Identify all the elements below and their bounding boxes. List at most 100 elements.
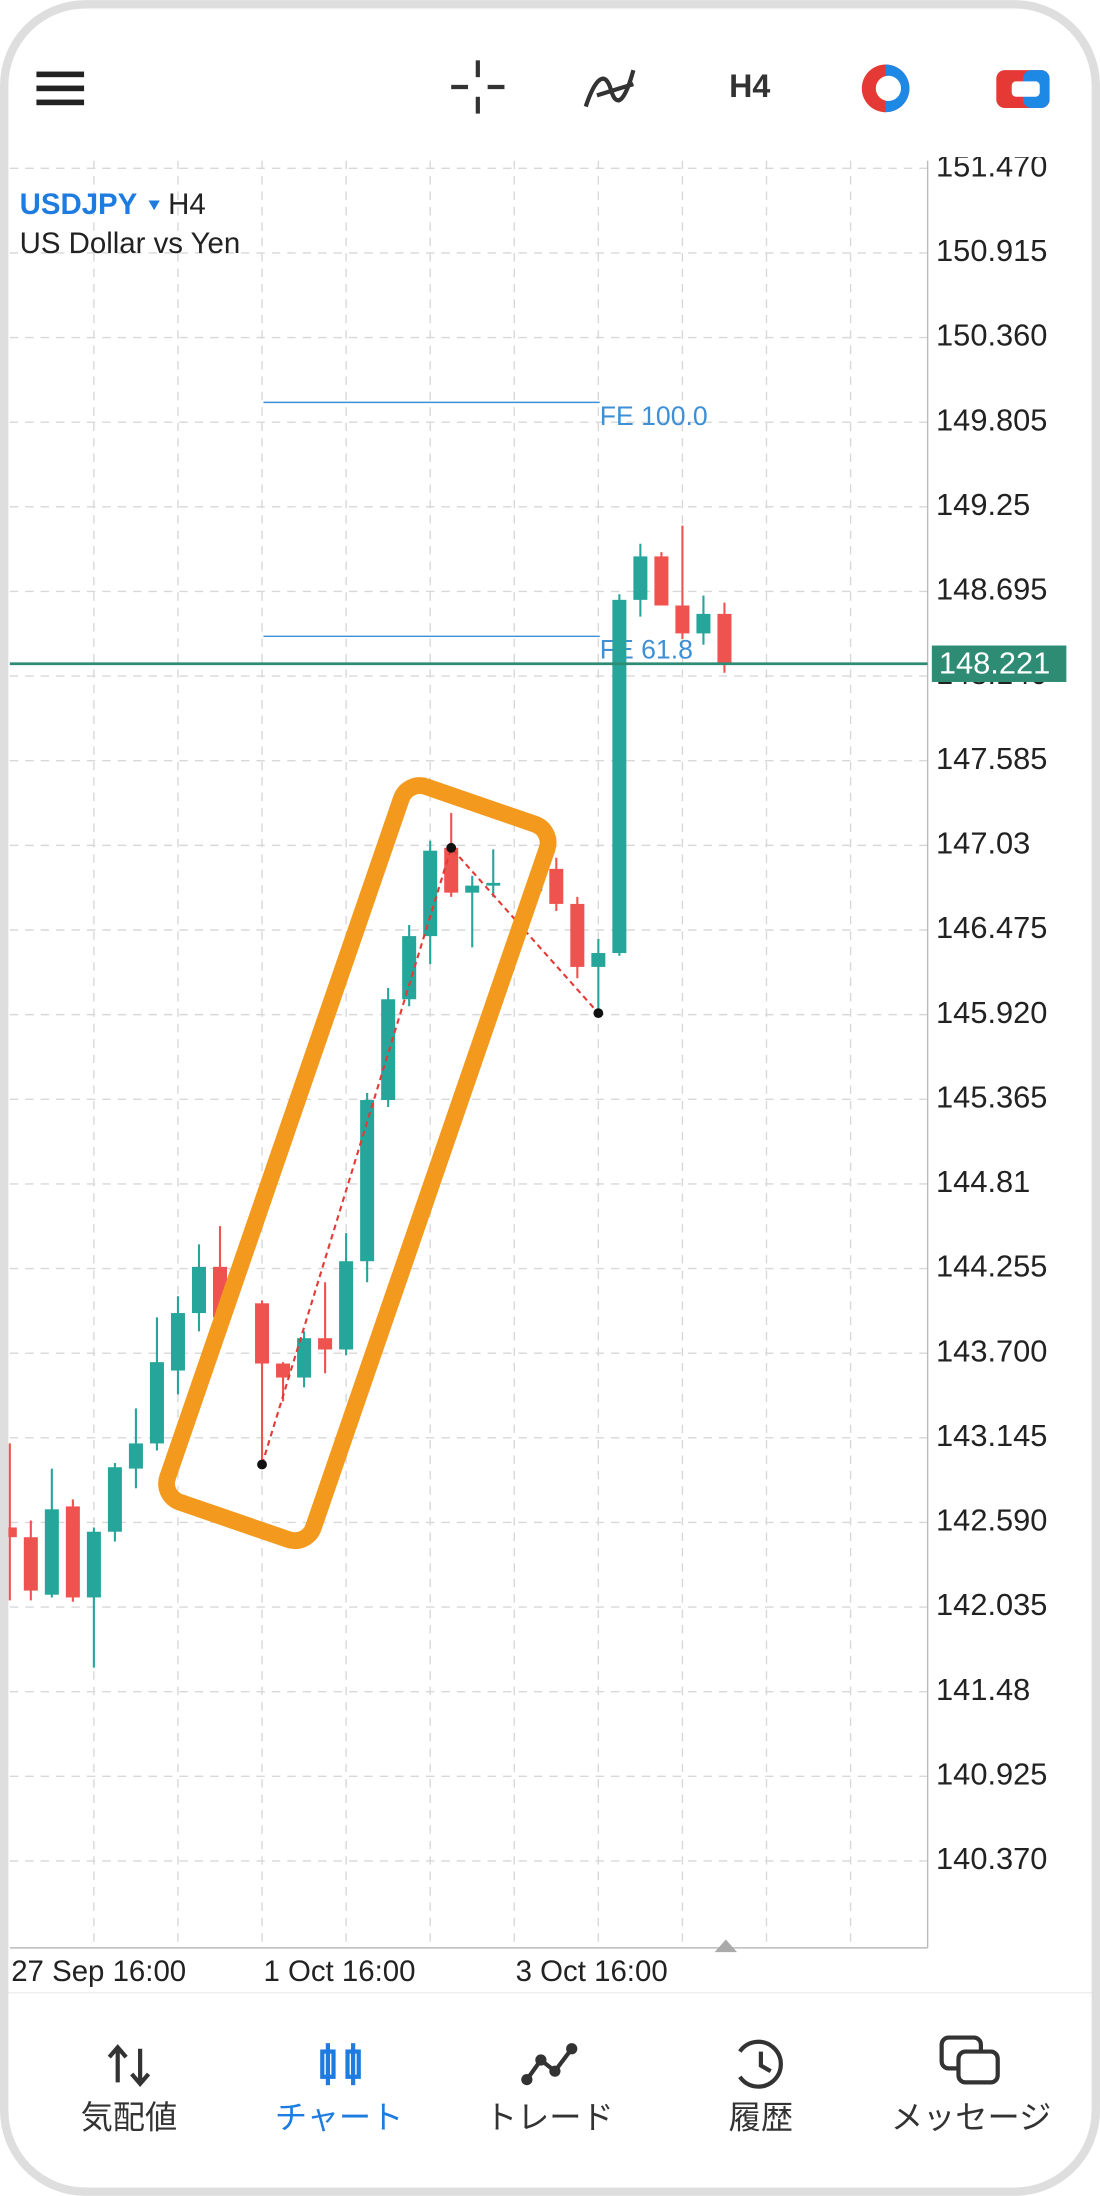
x-tick-label: 27 Sep 16:00 (11, 1955, 186, 1988)
y-tick-label: 142.035 (936, 1587, 1047, 1622)
tab-icon (956, 2049, 1000, 2085)
menu-bar (36, 99, 85, 106)
candle-body (633, 556, 648, 600)
icon-part (1011, 81, 1040, 97)
y-tick-label: 144.81 (936, 1164, 1030, 1199)
candle-body (191, 1266, 206, 1314)
candle-body (381, 999, 396, 1101)
x-tick-label: 1 Oct 16:00 (263, 1955, 415, 1988)
bottom-nav (5, 1992, 1095, 2189)
y-tick-label: 149.25 (936, 487, 1030, 522)
candle-body (107, 1467, 122, 1532)
candle-body (65, 1506, 80, 1598)
tab-trade[interactable]: トレード (485, 2043, 614, 2136)
tab-label: チャート (275, 2100, 404, 2136)
y-tick-label: 149.805 (936, 402, 1047, 437)
candle-body (44, 1509, 59, 1595)
candle-body (717, 613, 732, 664)
y-tick-label: 141.48 (936, 1672, 1030, 1707)
candle-body (276, 1363, 291, 1378)
candle-body (465, 885, 480, 893)
symbol[interactable]: USDJPY (20, 188, 138, 221)
current-price-label: 148.221 (939, 645, 1050, 680)
highlight-frame (158, 777, 557, 1550)
candle-body (128, 1443, 143, 1469)
candle-body (696, 613, 711, 634)
fib-label: FE 100.0 (600, 401, 708, 431)
candle-body (255, 1303, 270, 1364)
timeframe-button[interactable]: H4 (729, 68, 770, 104)
symbol-description: US Dollar vs Yen (20, 227, 241, 260)
candle-body (297, 1338, 312, 1378)
y-tick-label: 144.255 (936, 1249, 1047, 1284)
chart-area: 140.370 140.925 141.48 142.035 142.590 143.14… (2, 148, 1067, 1988)
y-tick-label: 147.585 (936, 741, 1047, 776)
tab-label: 履歴 (729, 2100, 793, 2136)
candle-body (23, 1537, 38, 1591)
toolbar (5, 5, 1095, 158)
tab-history[interactable]: 履歴 (729, 2039, 793, 2136)
icon-part (875, 75, 902, 101)
y-tick-label: 142.590 (936, 1503, 1047, 1538)
candle-body (654, 556, 669, 606)
account-button[interactable] (996, 70, 1050, 108)
y-tick-label: 148.695 (936, 572, 1047, 607)
tab-messages[interactable]: メッセージ (891, 2035, 1051, 2136)
candle-body (86, 1531, 101, 1598)
menu-bar (36, 85, 85, 92)
tab-icon (521, 2073, 533, 2086)
candle-body (423, 850, 438, 937)
candle-body (675, 605, 690, 634)
candle-body (549, 868, 564, 904)
y-tick-label: 143.145 (936, 1418, 1047, 1453)
tab-label: トレード (485, 2100, 614, 2136)
tab-chart[interactable]: チャート (275, 2043, 404, 2136)
symbol-dropdown[interactable] (148, 200, 160, 211)
y-tick-label: 147.03 (936, 826, 1030, 861)
candle-body (486, 882, 501, 886)
tab-label: メッセージ (891, 2100, 1051, 2136)
candle-body (591, 953, 606, 967)
tab-label: 気配値 (81, 2100, 178, 2136)
zigzag-point (446, 842, 457, 853)
x-tick-label: 3 Oct 16:00 (516, 1955, 668, 1988)
candle-body (149, 1362, 164, 1444)
menu-bar (36, 71, 85, 78)
y-tick-label: 150.915 (936, 233, 1047, 268)
indicators-button[interactable] (583, 69, 636, 108)
menu-button[interactable] (36, 71, 85, 106)
zigzag-point (257, 1459, 267, 1470)
tab-icon (549, 2065, 561, 2077)
crosshair-button[interactable] (451, 60, 505, 114)
tab-icon (107, 2044, 151, 2088)
tab-icon (566, 2043, 578, 2055)
chart-timeframe: H4 (168, 188, 206, 221)
zigzag-point (593, 1008, 604, 1019)
candle-body (402, 936, 417, 1000)
current-price-box (931, 645, 1067, 682)
y-tick-label: 140.925 (936, 1756, 1047, 1791)
y-tick-label: 145.920 (936, 995, 1047, 1030)
tab-icon (758, 2051, 772, 2074)
candle-body (339, 1261, 354, 1350)
candle-body (444, 847, 459, 893)
tab-icon (738, 2039, 783, 2089)
y-tick-label: 143.700 (936, 1333, 1047, 1368)
candle-body (360, 1100, 375, 1262)
tab-icon (525, 2047, 574, 2081)
candle-body (612, 599, 627, 954)
y-tick-label: 150.360 (936, 318, 1047, 353)
tab-icon (535, 2054, 547, 2066)
candle-body (2, 1527, 17, 1538)
tab-quotes[interactable]: 気配値 (81, 2044, 178, 2136)
scroll-marker (714, 1939, 738, 1953)
candle-body (170, 1313, 185, 1371)
y-tick-label: 140.370 (936, 1841, 1047, 1876)
y-tick-label: 146.475 (936, 910, 1047, 945)
candle-body (318, 1338, 333, 1350)
trade-button[interactable] (861, 64, 910, 113)
